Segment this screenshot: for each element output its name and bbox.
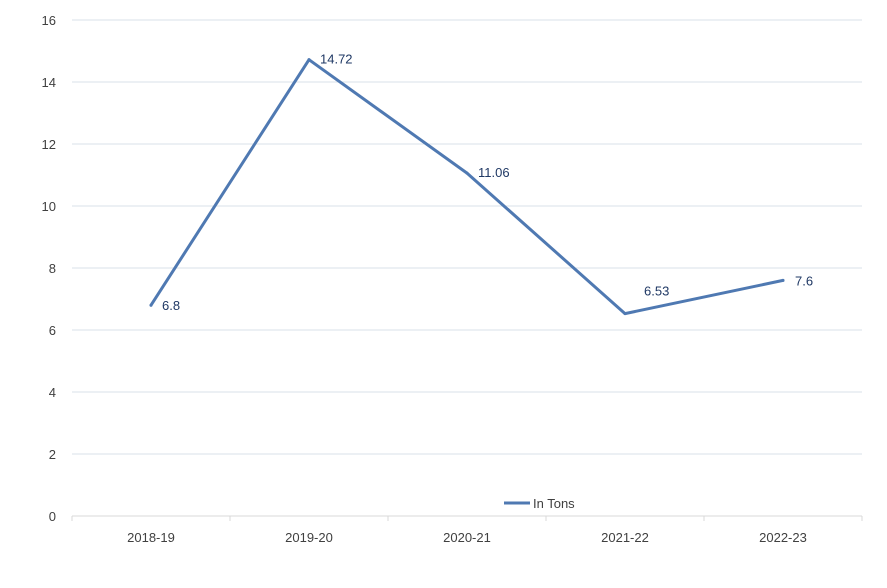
y-tick-labels: 0 2 4 6 8 10 12 14 16 [42,13,56,524]
data-label: 11.06 [478,165,510,180]
y-tick-label: 8 [49,261,56,276]
legend: In Tons [504,496,575,511]
y-tick-label: 12 [42,137,56,152]
data-label: 6.8 [162,298,180,313]
gridlines [72,19,862,455]
x-tick-label: 2021-22 [601,530,649,545]
y-tick-label: 4 [49,385,56,400]
axes [71,515,863,521]
y-tick-label: 16 [42,13,56,28]
y-tick-label: 0 [49,509,56,524]
x-tick-label: 2020-21 [443,530,491,545]
x-tick-label: 2018-19 [127,530,175,545]
x-tick-label: 2019-20 [285,530,333,545]
y-tick-label: 2 [49,447,56,462]
data-point [781,278,785,282]
data-point [465,171,469,175]
x-tick-label: 2022-23 [759,530,807,545]
data-point [307,58,311,62]
legend-label: In Tons [533,496,575,511]
series-lines [149,58,785,316]
y-tick-label: 14 [42,75,56,90]
data-label: 6.53 [644,284,669,299]
data-point [149,303,153,307]
data-label: 7.6 [795,273,813,288]
x-tick-labels: 2018-19 2019-20 2020-21 2021-22 2022-23 [127,530,807,545]
series-line [149,58,785,316]
y-tick-label: 6 [49,323,56,338]
data-label: 14.72 [320,52,353,67]
data-labels: 6.8 14.72 11.06 6.53 7.6 [162,52,813,314]
data-point [623,312,627,316]
y-tick-label: 10 [42,199,56,214]
